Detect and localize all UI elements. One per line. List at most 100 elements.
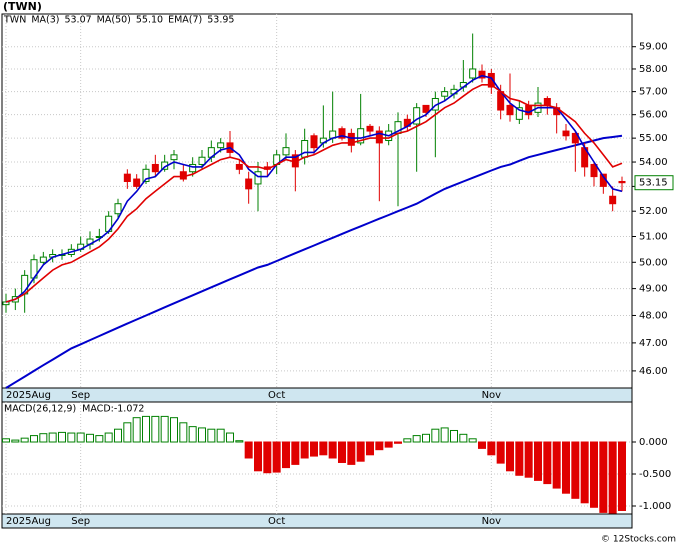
candle-body xyxy=(245,178,253,190)
macd-bar xyxy=(39,433,48,443)
macd-bar xyxy=(487,441,496,456)
candle-body xyxy=(170,154,178,161)
legend-text: 55.10 xyxy=(136,15,163,26)
candle-body xyxy=(151,163,159,173)
macd-bar xyxy=(403,438,412,443)
macd-bar xyxy=(170,417,178,443)
macd-bar xyxy=(226,432,234,443)
y-tick-label: 55.00 xyxy=(639,133,668,144)
y-tick-label: 59.00 xyxy=(639,42,668,53)
candle-body xyxy=(375,130,383,144)
macd-bar xyxy=(580,441,589,504)
macd-bar xyxy=(338,441,346,463)
y-tick-label: 48.00 xyxy=(639,310,668,321)
macd-bar xyxy=(468,438,477,443)
macd-bar xyxy=(506,441,514,472)
candle-body xyxy=(217,142,225,149)
macd-bar xyxy=(459,433,468,443)
macd-bar xyxy=(48,432,57,443)
macd-bar xyxy=(328,441,337,459)
macd-bar xyxy=(384,441,393,448)
macd-bar xyxy=(440,427,449,443)
candle-body xyxy=(123,173,131,182)
y-tick-label: 57.00 xyxy=(639,87,668,98)
candle-body xyxy=(142,168,150,182)
macd-bar xyxy=(515,441,524,476)
last-price: 53.15 xyxy=(639,178,668,189)
macd-bar xyxy=(450,429,458,443)
macd-bar xyxy=(104,432,113,443)
macd-bar xyxy=(300,441,309,459)
candle-body xyxy=(189,163,197,173)
chart-title: (TWN) xyxy=(3,0,42,13)
macd-bar xyxy=(310,441,318,457)
candle-body xyxy=(609,195,617,205)
legend-text: 53.07 xyxy=(64,15,91,26)
candle-body xyxy=(357,128,365,144)
candle-body xyxy=(39,256,47,263)
macd-bar xyxy=(2,438,10,443)
macd-bar xyxy=(123,422,132,443)
macd-bar xyxy=(356,441,365,462)
candle-body xyxy=(347,132,355,146)
x-tick-label: 2025Aug xyxy=(6,390,51,401)
ma-line xyxy=(5,84,623,303)
candle-body xyxy=(562,130,570,137)
candle-body xyxy=(254,171,262,185)
candle-body xyxy=(422,104,430,113)
x-tick-label: Nov xyxy=(482,516,502,527)
legend-text: MA(3) xyxy=(31,15,59,26)
x-tick-label: Nov xyxy=(482,390,502,401)
y-tick-label: -1.000 xyxy=(639,501,671,512)
macd-bar xyxy=(30,435,38,443)
candle-body xyxy=(282,147,290,156)
x-tick-label: Sep xyxy=(71,516,90,527)
candle-body xyxy=(515,107,523,120)
x-axis-band xyxy=(1,387,633,403)
candle-body xyxy=(2,301,10,306)
x-axis-band xyxy=(1,513,633,529)
candle-body xyxy=(618,180,626,184)
macd-bar xyxy=(20,437,29,443)
macd-bar xyxy=(375,441,384,451)
candle-body xyxy=(571,132,579,144)
plot-area xyxy=(1,13,633,389)
candle-body xyxy=(590,163,598,178)
macd-bar xyxy=(198,427,206,443)
macd-bar xyxy=(86,433,94,443)
macd-bar xyxy=(263,441,272,474)
ma-line xyxy=(5,74,623,303)
macd-bar xyxy=(599,441,608,513)
macd-bar xyxy=(142,415,150,443)
candle-body xyxy=(310,135,318,149)
macd-bar xyxy=(188,426,197,443)
legend-text: TWN xyxy=(3,15,26,26)
candle-body xyxy=(338,128,346,139)
macd-bar xyxy=(394,441,402,444)
macd-bar xyxy=(478,441,486,449)
y-tick-label: 56.00 xyxy=(639,110,668,121)
macd-bar xyxy=(179,422,188,443)
legend-text: 53.95 xyxy=(207,15,234,26)
macd-bar xyxy=(618,441,626,511)
candle-body xyxy=(525,104,533,116)
macd-bar xyxy=(524,441,533,478)
candle-body xyxy=(114,203,122,215)
y-tick-label: 58.00 xyxy=(639,64,668,75)
macd-bar xyxy=(366,441,374,456)
legend-text: EMA(7) xyxy=(168,15,202,26)
macd-bar xyxy=(347,441,356,465)
macd-bar xyxy=(282,441,290,469)
macd-bar xyxy=(67,432,76,443)
macd-label: MACD(26,12,9) xyxy=(4,404,76,415)
candle-body xyxy=(441,91,449,97)
y-tick-label: 0.000 xyxy=(639,437,668,448)
candle-body xyxy=(235,163,243,170)
macd-bar xyxy=(254,441,262,472)
macd-bar xyxy=(207,428,216,443)
y-tick-label: 46.00 xyxy=(639,366,668,377)
candle-body xyxy=(469,68,477,79)
candle-body xyxy=(198,156,206,165)
macd-bar xyxy=(543,441,552,485)
